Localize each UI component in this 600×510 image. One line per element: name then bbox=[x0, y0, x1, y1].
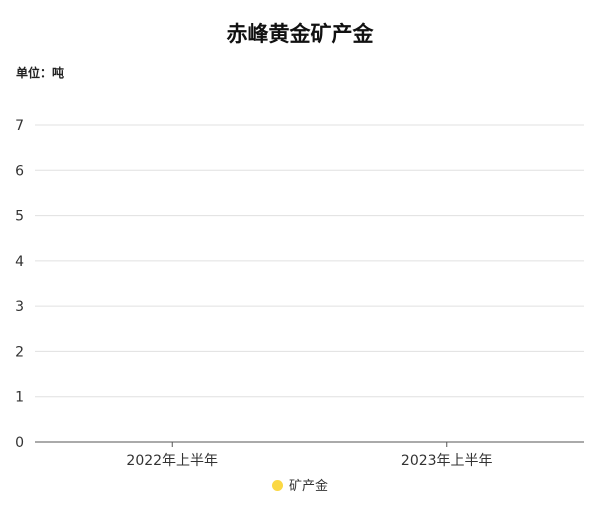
y-tick-label: 4 bbox=[15, 254, 24, 270]
y-tick-label: 6 bbox=[15, 163, 24, 179]
chart-title: 赤峰黄金矿产金 bbox=[226, 22, 374, 46]
y-tick-label: 1 bbox=[15, 390, 24, 406]
x-tick-label: 2022年上半年 bbox=[126, 453, 218, 469]
y-tick-label: 7 bbox=[15, 118, 24, 134]
legend-marker bbox=[271, 480, 283, 491]
y-tick-label: 5 bbox=[15, 209, 24, 225]
y-tick-label: 2 bbox=[15, 344, 24, 360]
x-tick-label: 2023年上半年 bbox=[401, 453, 493, 469]
unit-label: 单位：吨 bbox=[16, 66, 65, 80]
legend-label: 矿产金 bbox=[288, 479, 328, 494]
legend[interactable]: 矿产金 bbox=[0, 475, 600, 494]
y-tick-label: 0 bbox=[15, 435, 24, 451]
y-tick-label: 3 bbox=[15, 299, 24, 315]
